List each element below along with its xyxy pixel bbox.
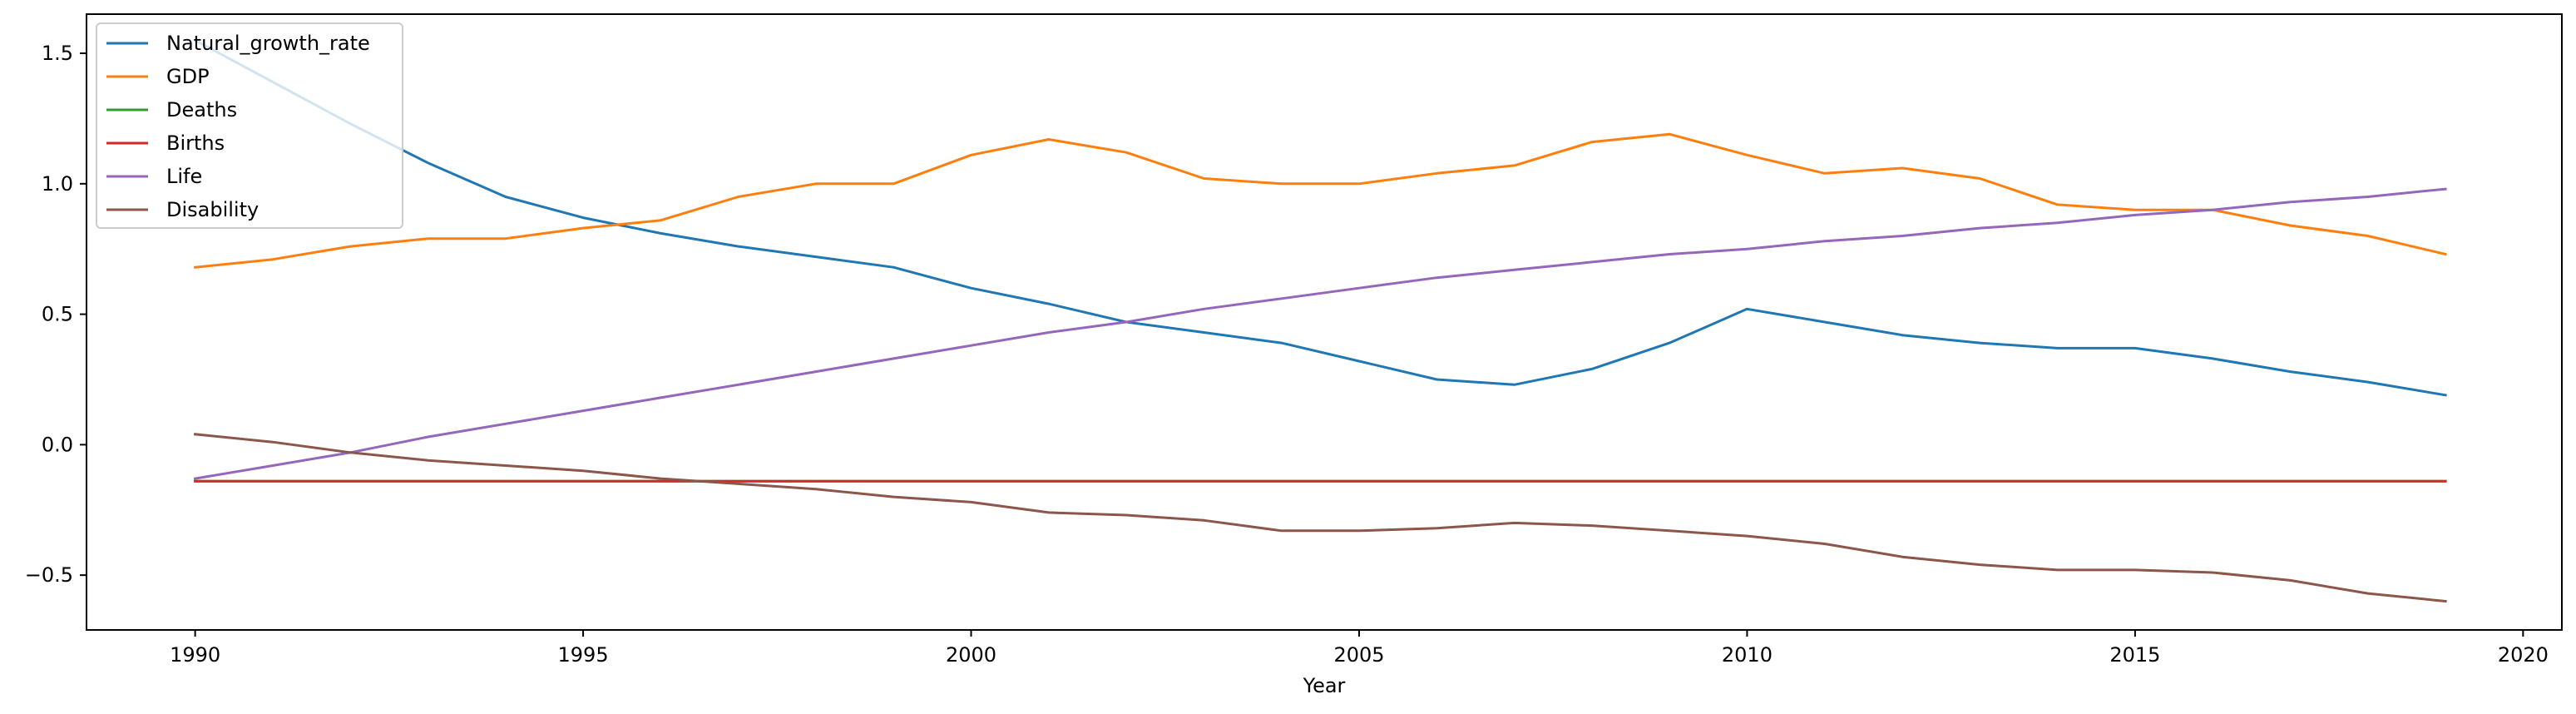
x-tick-label: 2015 [2109, 643, 2160, 667]
legend-label: GDP [166, 65, 210, 88]
series-layer [193, 38, 2447, 603]
x-axis: 1990 1995 2000 2005 2010 2015 2020 [170, 630, 2549, 667]
x-tick-label: 1990 [170, 643, 220, 667]
x-axis-label: Year [1303, 674, 1346, 697]
x-tick-label: 2020 [2498, 643, 2549, 667]
series-line-gdp [193, 132, 2447, 269]
y-tick-label: −0.5 [25, 563, 73, 587]
x-tick-label: 2010 [1722, 643, 1773, 667]
axes-frame [86, 13, 2563, 631]
legend: Natural_growth_rate GDP Deaths Births Life Di… [96, 22, 403, 229]
legend-box [96, 22, 403, 229]
y-tick-label: 1.5 [42, 42, 73, 65]
y-tick-label: 0.5 [42, 303, 73, 326]
legend-label: Births [166, 131, 225, 155]
x-tick-label: 2005 [1333, 643, 1384, 667]
series-line-natural-growth-rate [193, 38, 2447, 397]
series-line-life [193, 187, 2447, 480]
x-tick-label: 2000 [946, 643, 996, 667]
y-tick-label: 1.0 [42, 172, 73, 196]
legend-label: Natural_growth_rate [166, 32, 370, 55]
legend-label: Disability [166, 198, 259, 221]
y-tick-label: 0.0 [42, 433, 73, 456]
x-tick-label: 1995 [558, 643, 609, 667]
legend-label: Life [166, 165, 202, 188]
y-axis: −0.5 0.0 0.5 1.0 1.5 [25, 42, 87, 587]
series-line-disability [193, 433, 2447, 603]
legend-label: Deaths [166, 98, 237, 121]
